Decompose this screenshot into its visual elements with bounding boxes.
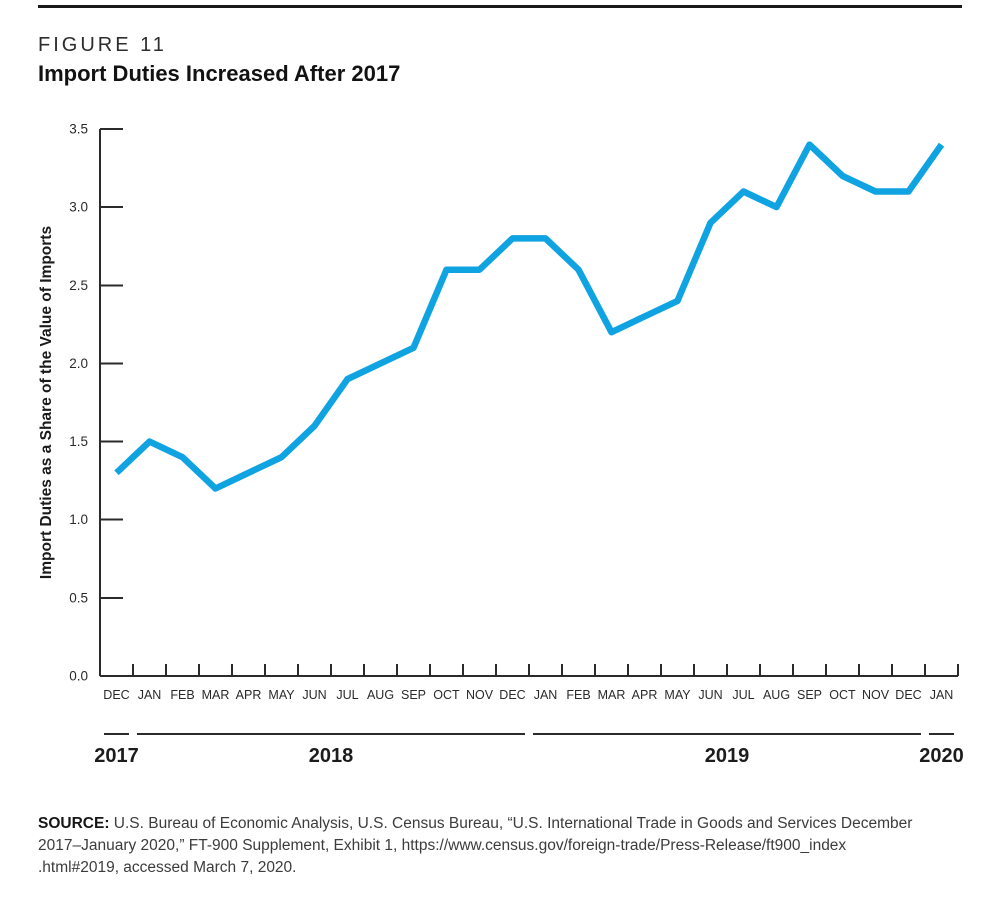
x-tick-label: NOV xyxy=(466,688,494,702)
source-line: SOURCE: U.S. Bureau of Economic Analysis… xyxy=(38,813,968,835)
x-tick-label: JUN xyxy=(302,688,326,702)
x-tick-label: FEB xyxy=(566,688,590,702)
x-tick-label: MAY xyxy=(664,688,691,702)
x-tick-label: APR xyxy=(632,688,658,702)
source-line: .html#2019, accessed March 7, 2020. xyxy=(38,859,297,876)
y-tick-label: 1.0 xyxy=(69,512,88,527)
x-tick-label: JUL xyxy=(336,688,358,702)
x-tick-label: AUG xyxy=(763,688,790,702)
y-tick-label: 0.0 xyxy=(69,669,88,684)
x-tick-label: MAY xyxy=(268,688,295,702)
year-label: 2020 xyxy=(919,745,964,767)
top-rule xyxy=(38,5,962,8)
source-label: SOURCE: xyxy=(38,815,110,832)
y-tick-label: 3.0 xyxy=(69,200,88,215)
y-axis-title: Import Duties as a Share of the Value of… xyxy=(38,226,55,579)
x-tick-label: OCT xyxy=(433,688,460,702)
x-tick-label: DEC xyxy=(499,688,525,702)
y-tick-label: 1.5 xyxy=(69,434,88,449)
x-tick-label: DEC xyxy=(895,688,921,702)
y-tick-label: 3.5 xyxy=(69,122,88,137)
year-label: 2019 xyxy=(705,745,750,767)
x-tick-label: DEC xyxy=(103,688,129,702)
x-tick-label: JUL xyxy=(732,688,754,702)
source-line-1-text: U.S. Bureau of Economic Analysis, U.S. C… xyxy=(113,815,913,832)
y-tick-label: 2.0 xyxy=(69,356,88,371)
x-tick-label: MAR xyxy=(202,688,230,702)
year-label: 2018 xyxy=(309,745,354,767)
x-tick-label: MAR xyxy=(598,688,626,702)
x-tick-label: FEB xyxy=(170,688,194,702)
figure-title: Import Duties Increased After 2017 xyxy=(38,61,401,86)
x-tick-label: JAN xyxy=(534,688,558,702)
data-line xyxy=(114,141,945,492)
x-tick-label: APR xyxy=(236,688,262,702)
x-tick-label: OCT xyxy=(829,688,856,702)
x-tick-label: JUN xyxy=(698,688,722,702)
x-tick-label: SEP xyxy=(797,688,822,702)
y-tick-label: 2.5 xyxy=(69,278,88,293)
source-note: SOURCE: U.S. Bureau of Economic Analysis… xyxy=(38,813,968,879)
source-line: 2017–January 2020,” FT-900 Supplement, E… xyxy=(38,837,847,854)
x-tick-label: NOV xyxy=(862,688,890,702)
y-tick-label: 0.5 xyxy=(69,590,88,605)
year-label: 2017 xyxy=(94,745,139,767)
x-tick-label: AUG xyxy=(367,688,394,702)
figure-label: FIGURE 11 xyxy=(38,34,167,56)
x-tick-label: JAN xyxy=(930,688,954,702)
x-tick-label: JAN xyxy=(138,688,162,702)
x-tick-label: SEP xyxy=(401,688,426,702)
